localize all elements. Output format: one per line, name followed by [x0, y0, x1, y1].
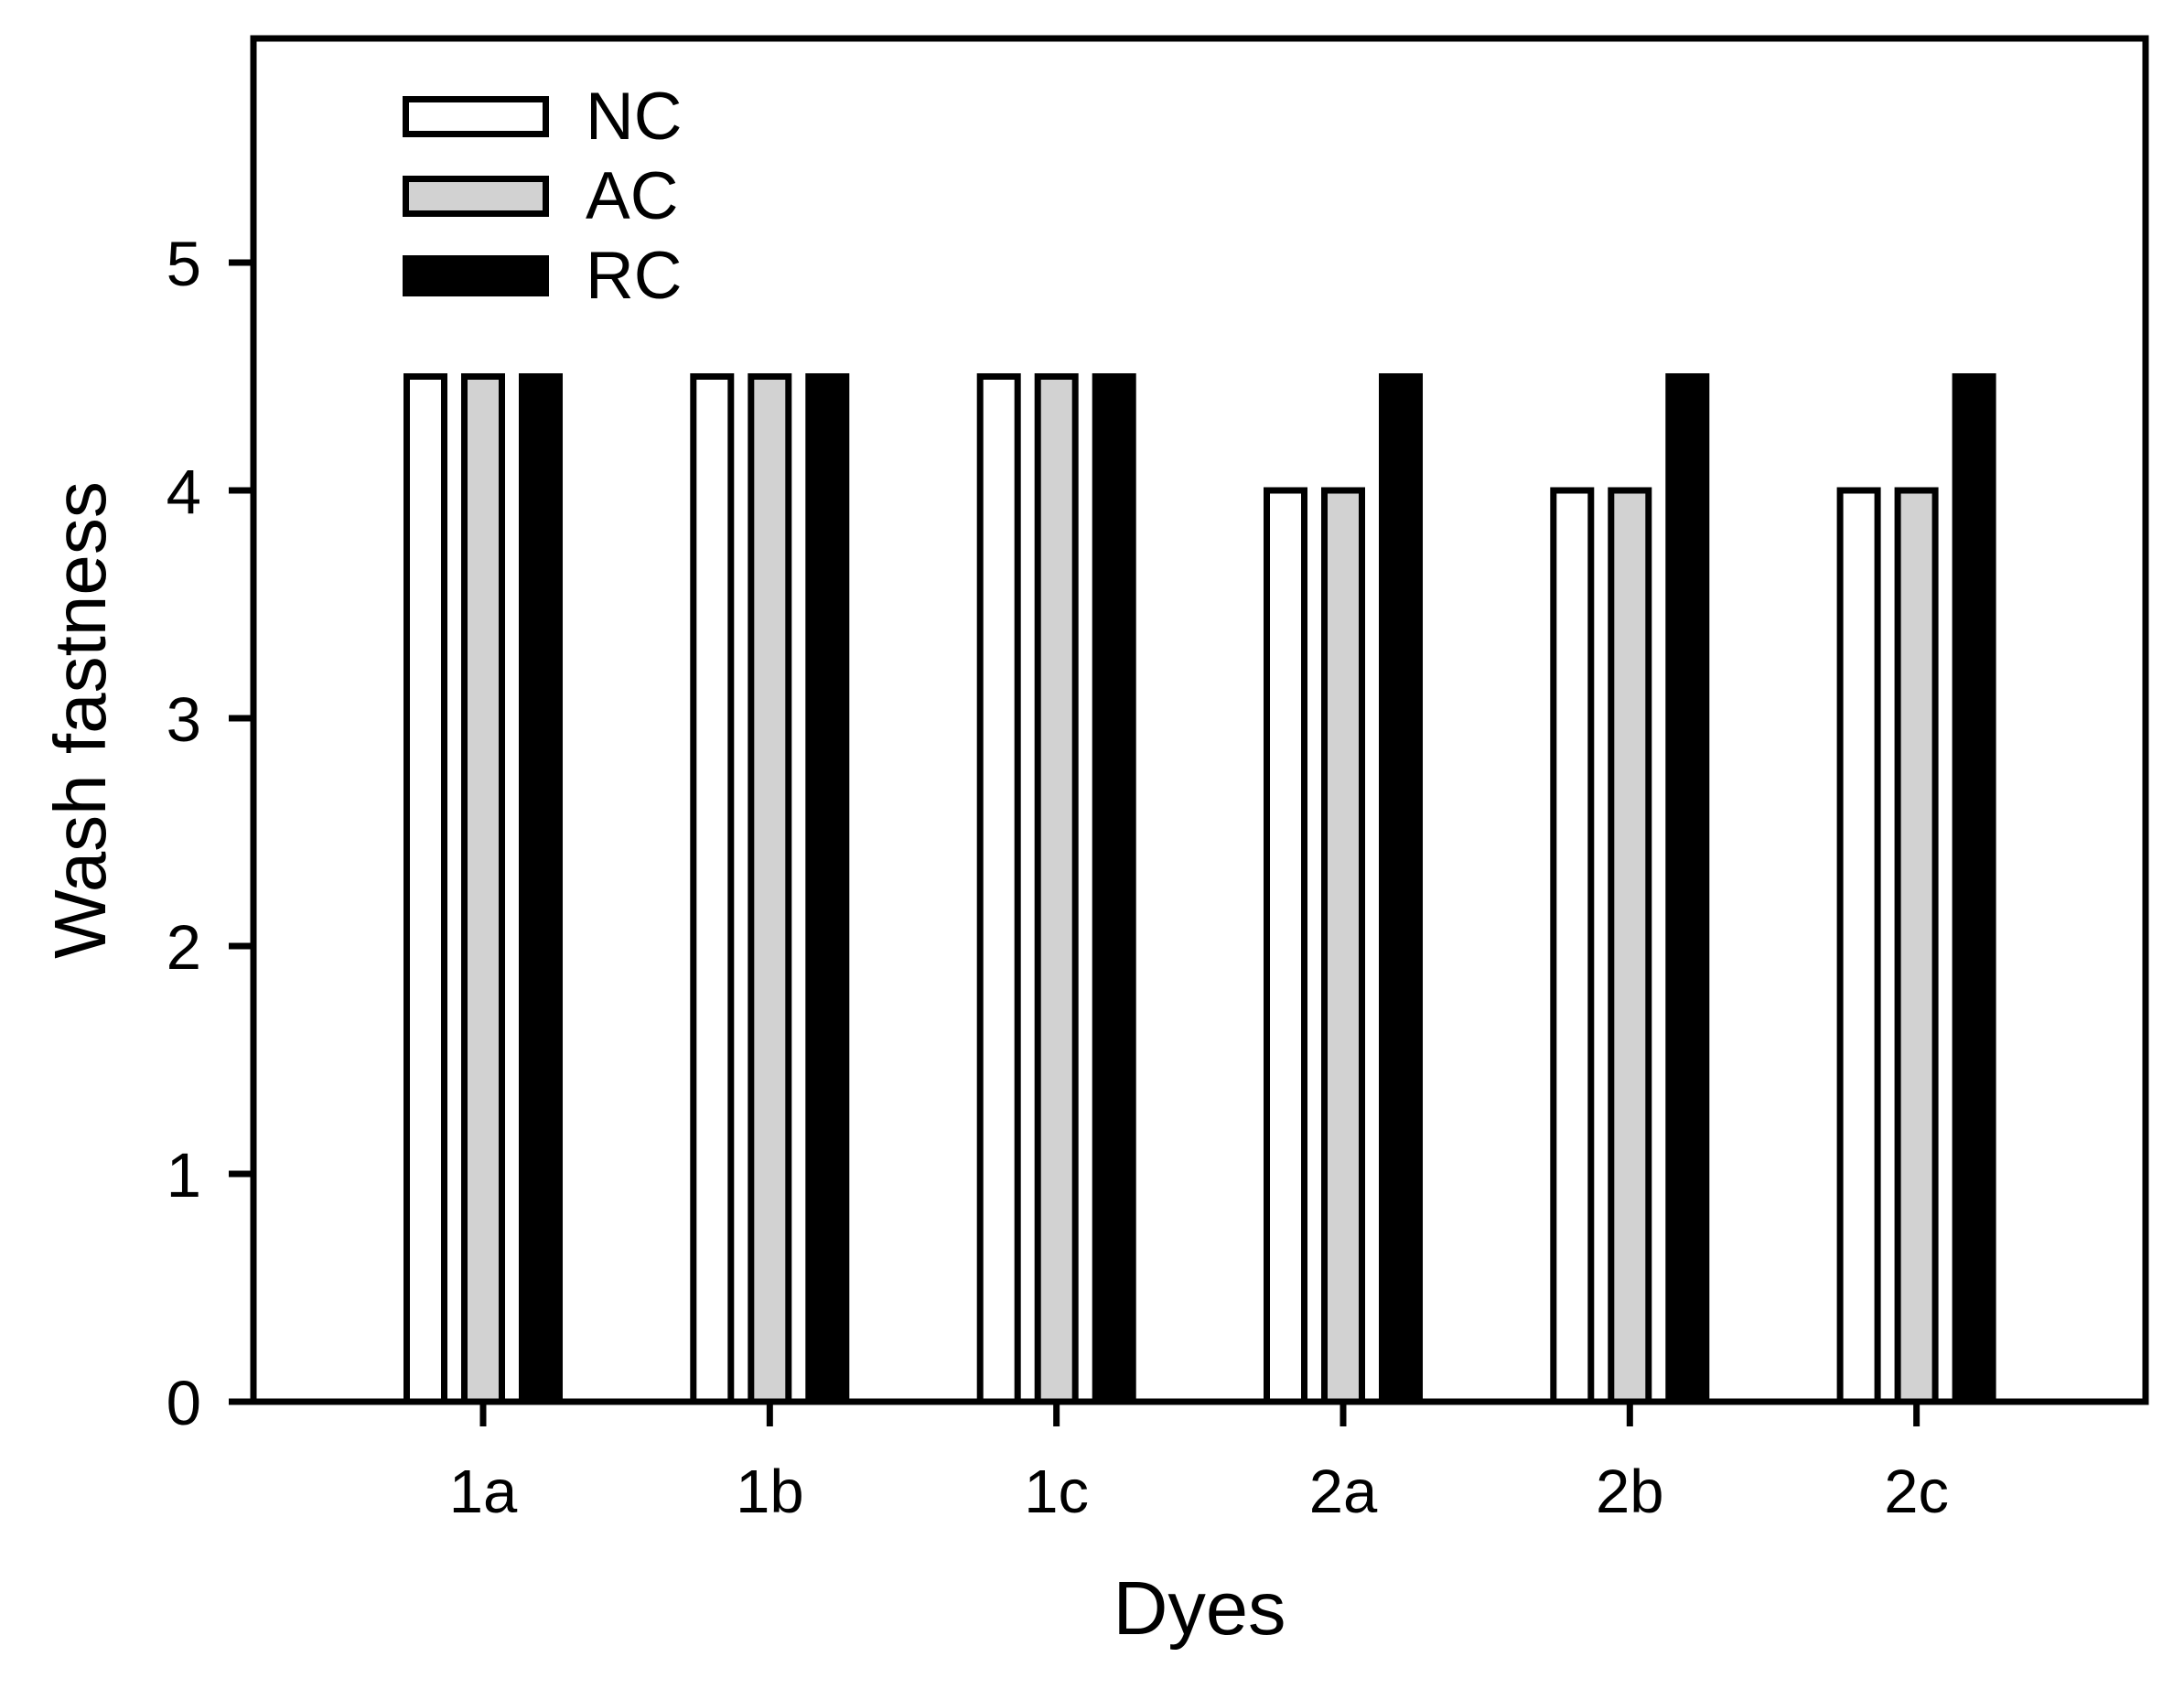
legend-label-nc: NC: [586, 80, 683, 154]
legend-item-rc: RC: [403, 242, 682, 309]
legend-item-ac: AC: [403, 163, 678, 230]
y-tick-label-1: 1: [167, 1140, 201, 1210]
bar-1a-NC: [403, 373, 447, 1405]
x-tick-label-2b: 2b: [1596, 1458, 1664, 1526]
y-tick-label-4: 4: [167, 457, 201, 527]
bar-1b-RC: [805, 373, 850, 1405]
y-axis-title: Wash fastness: [39, 481, 121, 959]
bar-2a-RC: [1379, 373, 1423, 1405]
y-tick-label-0: 0: [167, 1368, 201, 1438]
bar-2a-AC: [1321, 487, 1365, 1405]
legend-label-rc: RC: [586, 239, 683, 313]
legend-item-nc: NC: [403, 83, 682, 150]
legend-swatch-rc: [403, 255, 549, 296]
x-tick-label-2c: 2c: [1884, 1458, 1949, 1526]
bar-1c-RC: [1092, 373, 1136, 1405]
bar-2b-AC: [1608, 487, 1652, 1405]
bar-2c-AC: [1894, 487, 1939, 1405]
bar-1b-NC: [690, 373, 735, 1405]
x-tick-label-2a: 2a: [1309, 1458, 1378, 1526]
legend-swatch-ac: [403, 176, 549, 217]
bar-2b-RC: [1665, 373, 1710, 1405]
y-tick-label-3: 3: [167, 684, 201, 755]
bar-2b-NC: [1550, 487, 1595, 1405]
bar-2c-RC: [1952, 373, 1996, 1405]
y-tick-label-2: 2: [167, 912, 201, 983]
legend-swatch-nc: [403, 96, 549, 137]
x-tick-label-1b: 1b: [736, 1458, 804, 1526]
x-axis-title: Dyes: [1113, 1565, 1286, 1651]
bar-2a-NC: [1264, 487, 1307, 1405]
bar-1a-AC: [461, 373, 505, 1405]
legend-label-ac: AC: [586, 159, 679, 233]
y-tick-label-5: 5: [167, 229, 201, 299]
bar-2c-NC: [1836, 487, 1881, 1405]
bar-1a-RC: [519, 373, 563, 1405]
bar-1b-AC: [748, 373, 792, 1405]
x-tick-label-1a: 1a: [449, 1458, 518, 1526]
x-tick-label-1c: 1c: [1024, 1458, 1089, 1526]
bar-1c-AC: [1034, 373, 1079, 1405]
bar-1c-NC: [976, 373, 1021, 1405]
